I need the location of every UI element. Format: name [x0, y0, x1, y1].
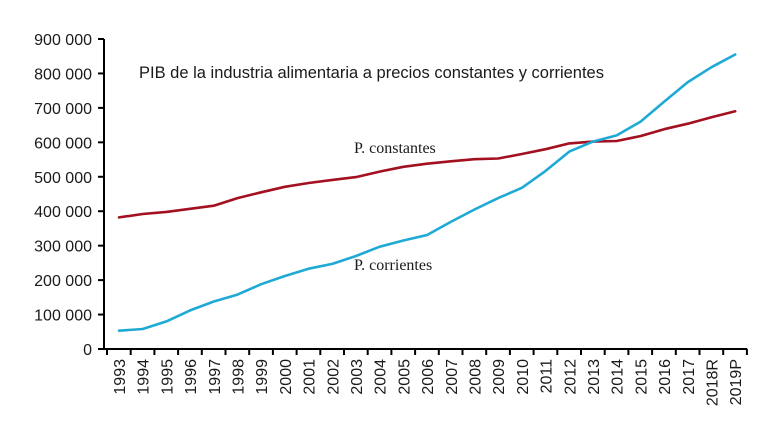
y-tick-label: 300 000	[34, 239, 92, 256]
x-tick-label: 2010	[515, 359, 532, 395]
x-tick-label: 1998	[231, 359, 248, 395]
x-tick-label: 2007	[444, 359, 461, 395]
x-tick-label: 2005	[396, 359, 413, 395]
chart-title: PIB de la industria alimentaria a precio…	[139, 64, 604, 82]
x-tick-label: 2002	[325, 359, 342, 395]
y-tick-label: 200 000	[34, 273, 92, 290]
x-tick-label: 1995	[159, 359, 176, 395]
series-label-constantes: P. constantes	[354, 140, 436, 157]
x-tick-label: 2018R	[705, 359, 722, 406]
x-tick-label: 1997	[207, 359, 224, 395]
series-label-corrientes: P. corrientes	[354, 257, 432, 274]
x-tick-label: 2003	[349, 359, 366, 395]
y-tick-label: 900 000	[34, 32, 92, 49]
y-tick-label: 600 000	[34, 135, 92, 152]
x-tick-label: 1999	[254, 359, 271, 395]
x-tick-label: 2015	[633, 359, 650, 395]
x-tick-label: 2008	[468, 359, 485, 395]
x-tick-label: 2013	[586, 359, 603, 395]
x-tick-label: 2000	[278, 359, 295, 395]
y-axis: 0 100 000 200 000 300 000 400 000 500 000 600 …	[34, 32, 105, 359]
y-tick-label: 700 000	[34, 101, 92, 118]
x-axis: 1993 1994 1995 1996 1997 1998 1999 2000 2001 2002…	[104, 348, 748, 406]
series-group	[117, 53, 737, 333]
series-line-constantes	[117, 110, 737, 219]
y-tick-label: 0	[83, 342, 92, 359]
x-tick-label: 2017	[681, 359, 698, 395]
x-tick-label: 2009	[491, 359, 508, 395]
y-tick-label: 800 000	[34, 66, 92, 83]
x-tick-label: 1996	[183, 359, 200, 395]
x-tick-label: 1993	[112, 359, 129, 395]
x-tick-label: 2011	[539, 359, 556, 394]
y-tick-label: 400 000	[34, 204, 92, 221]
y-tick-label: 100 000	[34, 308, 92, 325]
x-tick-label: 1994	[136, 359, 153, 395]
x-tick-label: 2006	[420, 359, 437, 395]
x-tick-label: 2019P	[728, 359, 745, 405]
series-line-corrientes	[117, 53, 737, 333]
x-tick-label: 2001	[302, 359, 319, 395]
x-tick-label: 2016	[657, 359, 674, 395]
x-tick-label: 2014	[610, 359, 627, 395]
x-tick-label: 2004	[373, 359, 390, 395]
y-tick-label: 500 000	[34, 170, 92, 187]
x-tick-label: 2012	[562, 359, 579, 395]
